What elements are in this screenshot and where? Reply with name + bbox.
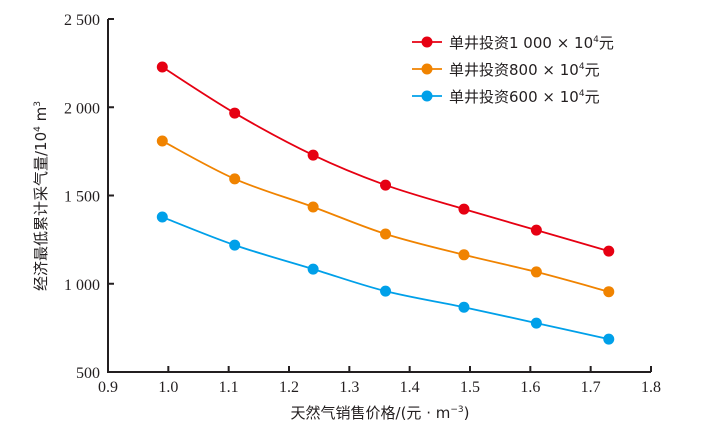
legend-item: 单井投资600 × 104元	[412, 88, 600, 106]
data-point	[458, 249, 470, 261]
data-point	[156, 211, 168, 223]
data-point	[229, 173, 241, 185]
data-point	[530, 317, 542, 329]
series-0	[156, 61, 615, 257]
data-point	[530, 224, 542, 236]
x-ticks: 0.9 1.0 1.1 1.2 1.3 1.4 1.5 1.6 1.7 1.8	[98, 366, 661, 396]
x-tick-label: 1.8	[641, 379, 661, 396]
data-point	[530, 266, 542, 278]
y-tick-label: 2 000	[64, 100, 100, 117]
data-point	[380, 179, 392, 191]
data-point	[307, 201, 319, 213]
series-1	[156, 135, 615, 298]
legend-label: 单井投资800 × 104元	[449, 61, 600, 79]
legend-marker	[421, 90, 433, 102]
data-point	[229, 107, 241, 119]
legend-label: 单井投资600 × 104元	[449, 88, 600, 106]
y-tick-label: 500	[76, 365, 100, 382]
x-tick-label: 0.9	[98, 379, 118, 396]
data-point	[603, 333, 615, 345]
data-point	[603, 245, 615, 257]
data-point	[458, 301, 470, 313]
x-tick-label: 1.7	[581, 379, 601, 396]
data-point	[156, 135, 168, 147]
data-point	[307, 149, 319, 161]
legend-item: 单井投资800 × 104元	[412, 61, 600, 79]
data-point	[229, 239, 241, 251]
data-point	[380, 228, 392, 240]
legend-marker	[421, 63, 433, 75]
series-2	[156, 211, 615, 345]
series-layer	[156, 61, 615, 345]
y-axis-title: 经济最低累计采气量/104 m3	[32, 101, 50, 291]
series-line	[161, 140, 610, 293]
x-tick-label: 1.2	[279, 379, 299, 396]
data-point	[458, 203, 470, 215]
data-point	[307, 263, 319, 275]
legend-label: 单井投资1 000 × 104元	[449, 34, 614, 52]
x-tick-label: 1.4	[400, 379, 420, 396]
data-point	[380, 285, 392, 297]
x-tick-label: 1.5	[460, 379, 480, 396]
y-tick-label: 1 000	[64, 277, 100, 294]
x-axis-title: 天然气销售价格/(元 · m−3)	[291, 404, 470, 422]
data-point	[603, 286, 615, 298]
x-tick-label: 1.1	[219, 379, 239, 396]
x-tick-label: 1.6	[520, 379, 540, 396]
legend-marker	[421, 36, 433, 48]
y-tick-label: 2 500	[64, 12, 100, 29]
legend-item: 单井投资1 000 × 104元	[412, 34, 614, 52]
data-point	[156, 61, 168, 73]
axes: 0.9 1.0 1.1 1.2 1.3 1.4 1.5 1.6 1.7 1.8 500 1 000 1…	[64, 12, 661, 396]
y-tick-label: 1 500	[64, 189, 100, 206]
x-tick-label: 1.0	[158, 379, 178, 396]
x-tick-label: 1.3	[339, 379, 359, 396]
y-ticks: 500 1 000 1 500 2 000 2 500	[64, 12, 114, 382]
